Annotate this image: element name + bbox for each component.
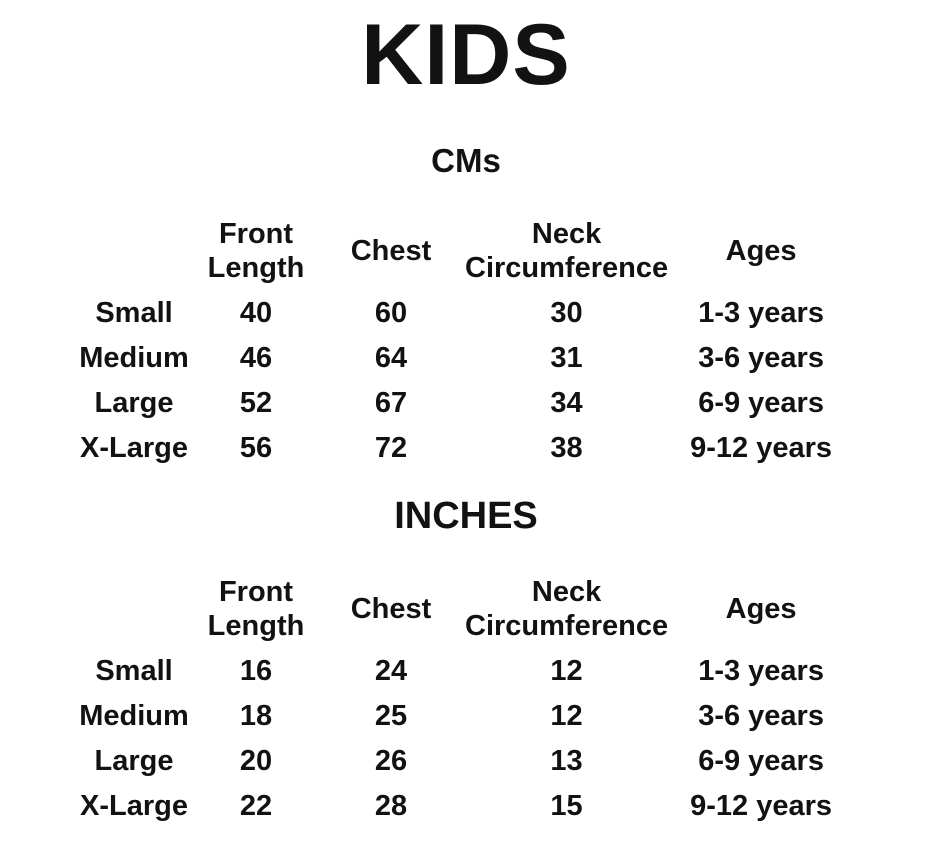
- neck-circumference-value: 15: [550, 790, 583, 822]
- chest-value: 72: [374, 432, 408, 464]
- ages-value: 1-3 years: [698, 655, 824, 687]
- chest-value: 26: [374, 745, 408, 777]
- chest-value: 25: [374, 700, 408, 732]
- column-header-front-length: Front Length: [195, 211, 317, 291]
- column-header-line: Front: [218, 217, 294, 250]
- size-label: Large: [94, 745, 174, 777]
- size-label: X-Large: [80, 432, 188, 464]
- header-row: Front Length Chest Neck Circumference Ag…: [73, 569, 854, 649]
- page-title: KIDS: [361, 7, 571, 103]
- table-row: Large 52 67 34 6-9 years: [73, 381, 854, 426]
- corner-cell: [73, 211, 195, 291]
- column-header-line: Front: [218, 575, 294, 608]
- neck-circumference-value: 13: [550, 745, 583, 777]
- section-cm: CMs Front Length Chest Neck: [0, 144, 932, 471]
- size-label: Small: [95, 297, 173, 329]
- front-length-value: 46: [239, 342, 273, 374]
- chest-value: 28: [374, 790, 408, 822]
- column-header-line: Circumference: [465, 252, 669, 284]
- front-length-value: 56: [239, 432, 273, 464]
- column-header-line: Neck: [531, 575, 602, 608]
- table-row: Large 20 26 13 6-9 years: [73, 739, 854, 784]
- size-label: Large: [94, 387, 174, 419]
- ages-value: 9-12 years: [690, 432, 833, 464]
- table-row: Small 16 24 12 1-3 years: [73, 649, 854, 694]
- column-header-neck-circumference: Neck Circumference: [465, 211, 668, 291]
- chest-value: 64: [374, 342, 408, 374]
- column-header-neck-circumference: Neck Circumference: [465, 569, 668, 649]
- front-length-value: 16: [239, 655, 273, 687]
- column-header-line: Length: [207, 610, 305, 642]
- size-table-inches: Front Length Chest Neck Circumference Ag…: [73, 569, 854, 829]
- front-length-value: 52: [239, 387, 273, 419]
- neck-circumference-value: 38: [550, 432, 583, 464]
- column-header-line: Circumference: [465, 610, 669, 642]
- table-row: Small 40 60 30 1-3 years: [73, 291, 854, 336]
- neck-circumference-value: 34: [550, 387, 583, 419]
- column-header-ages: Ages: [668, 211, 854, 291]
- ages-value: 3-6 years: [698, 342, 824, 374]
- column-header-ages: Ages: [668, 569, 854, 649]
- ages-value: 9-12 years: [690, 790, 833, 822]
- ages-value: 1-3 years: [698, 297, 824, 329]
- column-header-line: Chest: [350, 592, 432, 625]
- chest-value: 67: [374, 387, 408, 419]
- column-header-line: Ages: [725, 592, 797, 625]
- front-length-value: 20: [239, 745, 273, 777]
- ages-value: 6-9 years: [698, 745, 824, 777]
- column-header-line: Chest: [350, 234, 432, 267]
- size-label: Medium: [79, 342, 189, 374]
- size-label: X-Large: [80, 790, 188, 822]
- neck-circumference-value: 31: [550, 342, 583, 374]
- front-length-value: 40: [239, 297, 273, 329]
- column-header-chest: Chest: [317, 569, 465, 649]
- section-inches: INCHES Front Length Chest Ne: [0, 497, 932, 829]
- ages-value: 3-6 years: [698, 700, 824, 732]
- size-label: Small: [95, 655, 173, 687]
- front-length-value: 22: [239, 790, 273, 822]
- column-header-front-length: Front Length: [195, 569, 317, 649]
- table-row: Medium 18 25 12 3-6 years: [73, 694, 854, 739]
- table-row: Medium 46 64 31 3-6 years: [73, 336, 854, 381]
- neck-circumference-value: 12: [550, 700, 583, 732]
- chest-value: 60: [374, 297, 408, 329]
- ages-value: 6-9 years: [698, 387, 824, 419]
- column-header-chest: Chest: [317, 211, 465, 291]
- size-label: Medium: [79, 700, 189, 732]
- neck-circumference-value: 12: [550, 655, 583, 687]
- table-row: X-Large 22 28 15 9-12 years: [73, 784, 854, 829]
- section-heading-inches: INCHES: [394, 495, 538, 537]
- corner-cell: [73, 569, 195, 649]
- chest-value: 24: [374, 655, 408, 687]
- column-header-line: Neck: [531, 217, 602, 250]
- header-row: Front Length Chest Neck Circumference Ag…: [73, 211, 854, 291]
- section-heading-cms: CMs: [431, 142, 501, 179]
- column-header-line: Ages: [725, 234, 797, 267]
- column-header-line: Length: [207, 252, 305, 284]
- front-length-value: 18: [239, 700, 273, 732]
- neck-circumference-value: 30: [550, 297, 583, 329]
- size-table-cm: Front Length Chest Neck Circumference Ag…: [73, 211, 854, 471]
- table-row: X-Large 56 72 38 9-12 years: [73, 426, 854, 471]
